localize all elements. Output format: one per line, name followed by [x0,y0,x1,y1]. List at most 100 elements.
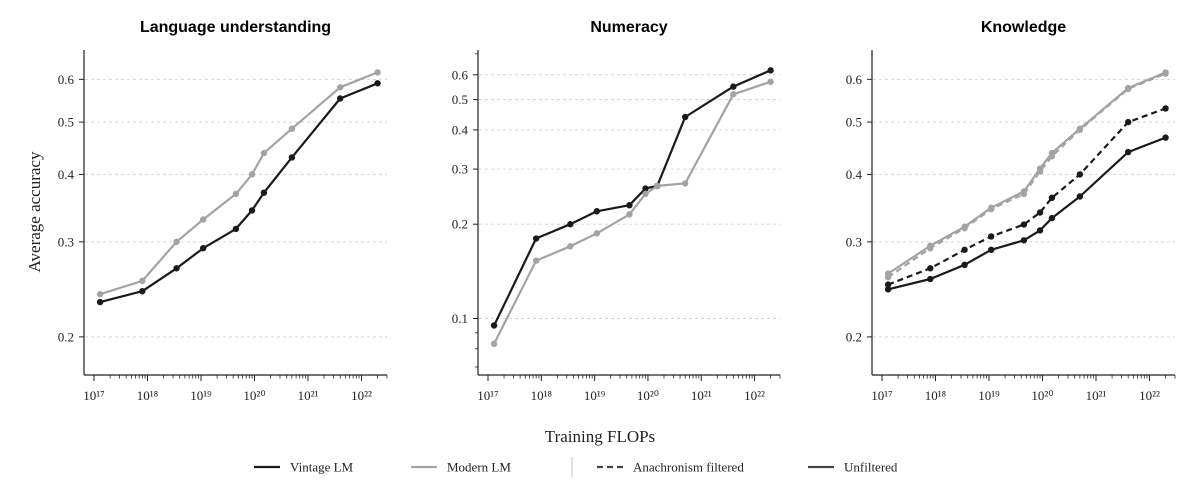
data-point [1076,126,1084,133]
series-line [493,69,772,326]
x-tick-label: 10²⁰ [637,388,659,403]
data-point [1162,134,1169,141]
data-point [884,274,892,281]
data-point [961,261,968,269]
data-point [730,91,737,98]
legend: Vintage LM Modern LM Anachronism filtered U… [254,457,898,477]
series-line [887,72,1167,279]
data-point [1162,70,1169,77]
data-point [767,67,774,74]
y-tick-label: 0.3 [58,234,74,249]
x-tick-label: 10¹⁸ [531,388,553,403]
data-point [884,286,892,293]
data-point [139,277,146,285]
series-2 [490,78,774,348]
data-point [988,246,995,253]
x-tick-label: 10²⁰ [243,388,265,403]
y-tick-label: 0.5 [846,115,862,130]
series-1 [884,134,1169,293]
chart-panel-3: Knowledge 0.2 0.3 0.4 0.5 0.6 10¹⁷ 10¹⁸ 10¹⁹ 10²⁰… [846,19,1176,403]
data-point [642,190,649,198]
data-point [1020,237,1028,244]
data-point [988,233,995,240]
x-tick-label: 10²¹ [691,388,712,403]
x-tick-label: 10¹⁸ [137,388,159,403]
data-point [1036,209,1044,216]
x-tick-label: 10¹⁷ [871,388,892,403]
data-point [232,225,240,233]
data-point [374,69,381,76]
data-point [288,125,296,132]
data-point [654,182,661,190]
y-tick-label: 0.5 [452,92,468,107]
data-point [248,171,256,178]
legend-label: Modern LM [447,460,511,475]
data-point [567,243,574,250]
x-tick-label: 10²² [744,388,765,403]
data-point [1048,153,1056,160]
series-line [493,80,771,345]
x-tick-label: 10²¹ [298,388,319,403]
data-point [682,180,689,187]
panel-title: Language understanding [140,19,331,36]
series-2 [884,105,1169,288]
chart-panel-1: Language understanding 0.2 0.3 0.4 0.5 0.6 10¹… [58,19,388,403]
data-point [532,257,540,264]
x-tick-label: 10¹⁹ [584,388,606,403]
data-point [96,298,104,306]
series-4 [884,70,1169,281]
data-point [988,205,995,213]
data-point [593,230,601,237]
data-point [200,216,207,223]
data-point [1020,221,1028,228]
legend-item-unfiltered: Unfiltered [808,460,898,475]
y-tick-label: 0.3 [846,234,862,249]
legend-item-filtered: Anachronism filtered [597,460,744,475]
data-point [532,235,540,242]
series-line [887,136,1166,291]
data-point [260,149,268,157]
data-point [767,78,774,85]
data-point [626,211,633,218]
data-point [200,244,207,252]
legend-item-modern: Modern LM [411,460,511,475]
series-1 [490,67,774,329]
x-tick-label: 10²² [351,388,372,403]
y-tick-label: 0.1 [452,311,468,326]
x-tick-label: 10²¹ [1086,388,1107,403]
data-point [567,221,574,228]
data-point [336,95,344,102]
y-tick-label: 0.6 [452,67,469,82]
data-point [173,238,180,246]
data-point [961,246,968,253]
legend-label: Anachronism filtered [633,460,744,475]
x-tick-label: 10¹⁹ [978,388,1000,403]
y-tick-label: 0.2 [846,329,862,344]
data-point [626,202,633,209]
series-line [887,71,1167,275]
x-tick-label: 10²⁰ [1031,388,1053,403]
data-point [593,208,601,215]
data-point [248,207,256,214]
data-point [1048,214,1056,222]
data-point [1036,168,1044,175]
data-point [260,189,268,196]
y-tick-label: 0.6 [846,72,863,87]
y-tick-label: 0.3 [452,162,468,177]
x-axis-label: Training FLOPs [545,427,655,446]
data-point [173,265,180,272]
data-point [1124,118,1132,126]
y-tick-label: 0.4 [58,167,75,182]
series-line [99,71,379,296]
data-point [490,322,498,329]
data-point [927,265,934,272]
data-point [884,281,892,288]
series-line [887,107,1166,286]
data-point [1162,105,1169,112]
data-point [961,224,968,232]
x-tick-label: 10¹⁹ [190,388,212,403]
panel-title: Knowledge [981,19,1066,36]
y-tick-label: 0.4 [452,122,469,137]
y-tick-label: 0.2 [452,217,468,232]
data-point [1124,148,1132,156]
